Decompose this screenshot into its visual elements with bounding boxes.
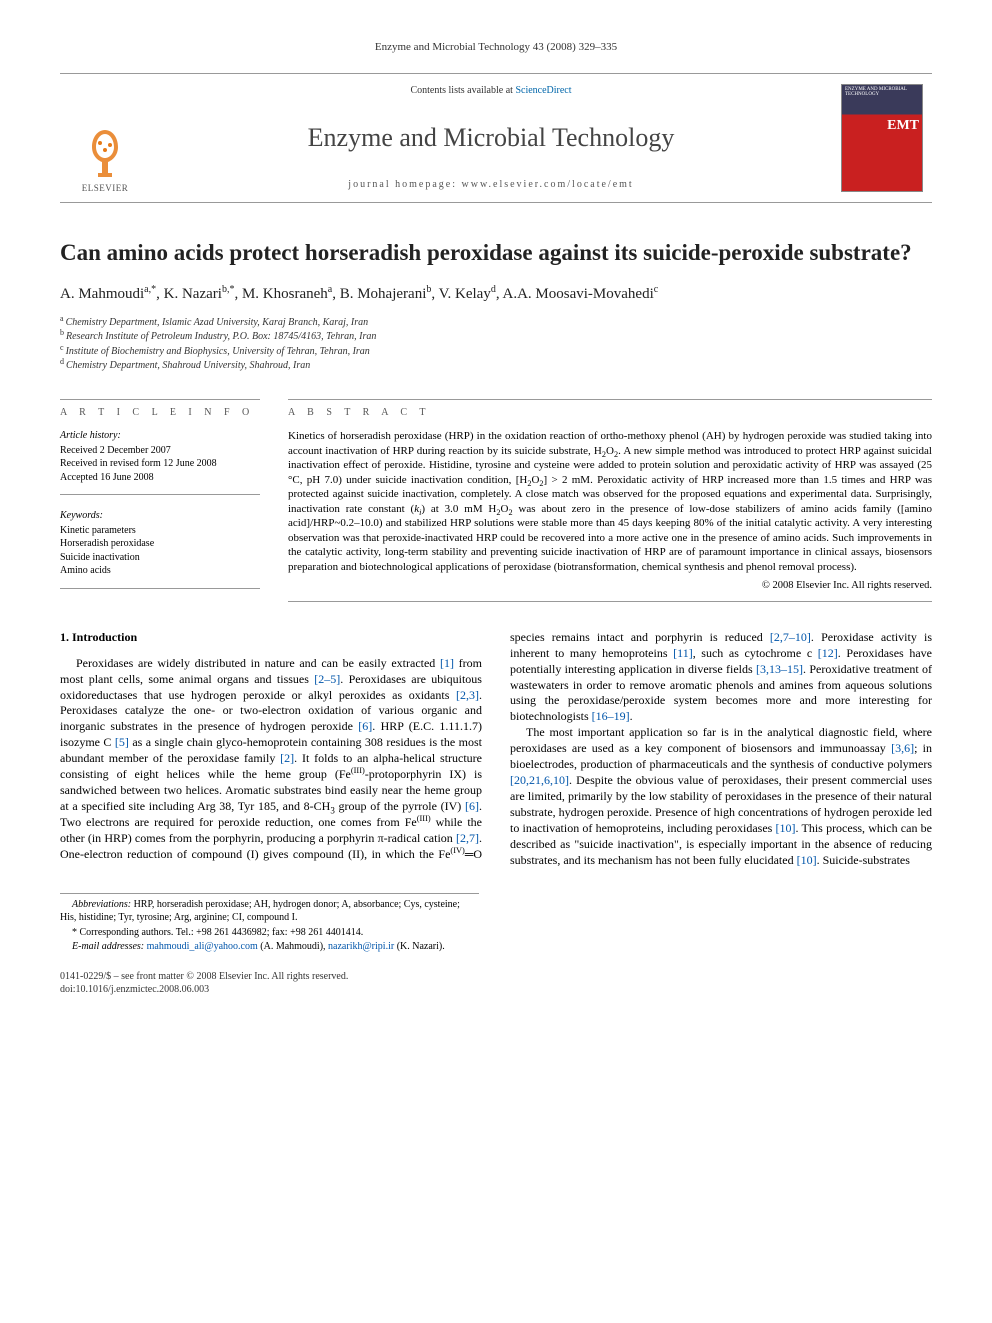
keywords-label: Keywords: [60, 509, 260, 523]
affiliations: aChemistry Department, Islamic Azad Univ… [60, 316, 932, 373]
bottom-issn-doi: 0141-0229/$ – see front matter © 2008 El… [60, 970, 932, 997]
affiliation-a: aChemistry Department, Islamic Azad Univ… [60, 316, 932, 330]
body-columns: 1. Introduction Peroxidases are widely d… [60, 630, 932, 869]
footnote-abbrev: Abbreviations: HRP, horseradish peroxida… [60, 898, 479, 925]
rule [288, 601, 932, 602]
article-info-heading: A R T I C L E I N F O [60, 406, 260, 420]
keywords-block: Keywords: Kinetic parameters Horseradish… [60, 509, 260, 589]
abstract-heading: A B S T R A C T [288, 406, 932, 420]
history-received: Received 2 December 2007 [60, 444, 260, 458]
journal-cover-block: ENZYME AND MICROBIAL TECHNOLOGY EMT [832, 74, 932, 202]
contents-line: Contents lists available at ScienceDirec… [150, 84, 832, 98]
authors-line: A. Mahmoudia,*, K. Nazarib,*, M. Khosran… [60, 284, 932, 304]
footnote-corresponding: * Corresponding authors. Tel.: +98 261 4… [60, 926, 479, 940]
elsevier-tree-icon [80, 125, 130, 180]
footnotes: Abbreviations: HRP, horseradish peroxida… [60, 893, 479, 954]
sciencedirect-link[interactable]: ScienceDirect [515, 85, 571, 96]
cover-small-text: ENZYME AND MICROBIAL TECHNOLOGY [845, 87, 919, 98]
doi-line: doi:10.1016/j.enzmictec.2008.06.003 [60, 983, 932, 997]
issn-line: 0141-0229/$ – see front matter © 2008 El… [60, 970, 932, 984]
publisher-block: ELSEVIER [60, 74, 150, 202]
publisher-name: ELSEVIER [82, 182, 129, 194]
history-revised: Received in revised form 12 June 2008 [60, 457, 260, 471]
info-abstract-row: A R T I C L E I N F O Article history: R… [60, 393, 932, 606]
history-accepted: Accepted 16 June 2008 [60, 471, 260, 485]
affiliation-b: bResearch Institute of Petroleum Industr… [60, 330, 932, 344]
rule [60, 399, 260, 400]
article-info-column: A R T I C L E I N F O Article history: R… [60, 393, 260, 606]
rule [288, 399, 932, 400]
contents-prefix: Contents lists available at [410, 85, 515, 96]
journal-homepage: journal homepage: www.elsevier.com/locat… [150, 178, 832, 192]
affiliation-c: cInstitute of Biochemistry and Biophysic… [60, 345, 932, 359]
footnote-email: E-mail addresses: mahmoudi_ali@yahoo.com… [60, 940, 479, 954]
article-title: Can amino acids protect horseradish pero… [60, 239, 932, 268]
elsevier-logo: ELSEVIER [80, 125, 130, 194]
masthead: ELSEVIER Contents lists available at Sci… [60, 73, 932, 203]
abstract-column: A B S T R A C T Kinetics of horseradish … [288, 393, 932, 606]
cover-abbrev: EMT [887, 117, 919, 136]
keyword-0: Kinetic parameters [60, 524, 260, 538]
keyword-1: Horseradish peroxidase [60, 537, 260, 551]
history-label: Article history: [60, 429, 260, 443]
keyword-2: Suicide inactivation [60, 551, 260, 565]
journal-title: Enzyme and Microbial Technology [150, 120, 832, 155]
body-para-2: The most important application so far is… [510, 725, 932, 869]
affiliation-d: dChemistry Department, Shahroud Universi… [60, 359, 932, 373]
section-heading-intro: 1. Introduction [60, 630, 482, 646]
keyword-3: Amino acids [60, 564, 260, 578]
journal-cover-icon: ENZYME AND MICROBIAL TECHNOLOGY EMT [841, 84, 923, 192]
abstract-text: Kinetics of horseradish peroxidase (HRP)… [288, 429, 932, 574]
masthead-center: Contents lists available at ScienceDirec… [150, 74, 832, 202]
abstract-copyright: © 2008 Elsevier Inc. All rights reserved… [288, 579, 932, 593]
article-history-block: Article history: Received 2 December 200… [60, 429, 260, 495]
header-citation: Enzyme and Microbial Technology 43 (2008… [60, 40, 932, 55]
